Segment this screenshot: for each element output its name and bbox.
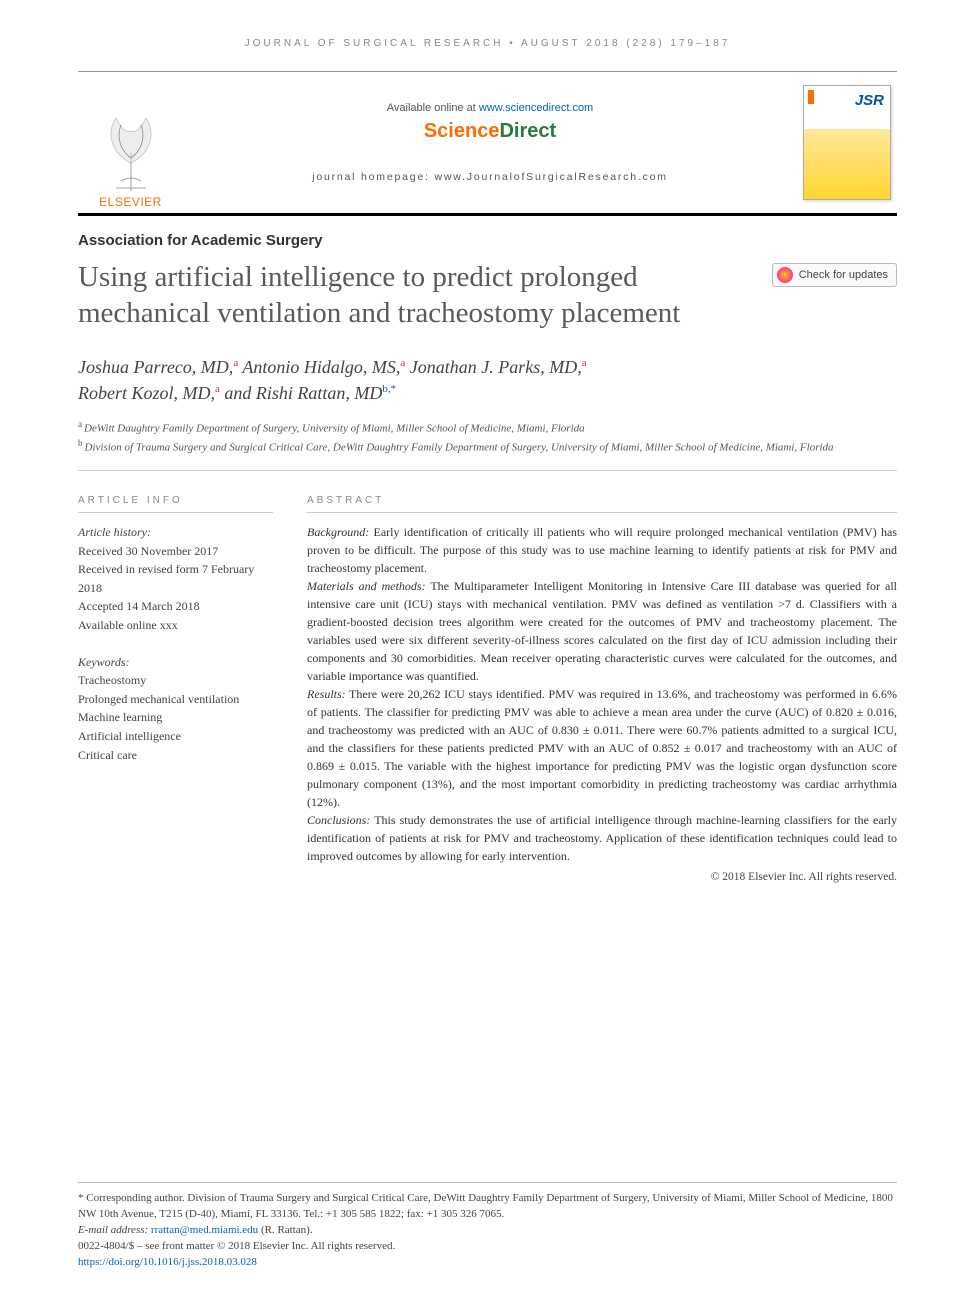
footnotes: * Corresponding author. Division of Trau…	[78, 1182, 897, 1271]
email-label: E-mail address:	[78, 1224, 151, 1236]
author: Antonio Hidalgo, MS,	[242, 357, 400, 377]
affiliation-a: aDeWitt Daughtry Family Department of Su…	[78, 418, 897, 437]
affil-sup: a	[215, 383, 220, 395]
abstract-heading: ABSTRACT	[307, 495, 897, 513]
email-line: E-mail address: rrattan@med.miami.edu (R…	[78, 1223, 897, 1239]
corresponding-author-note: * Corresponding author. Division of Trau…	[78, 1191, 897, 1223]
keyword: Artificial intelligence	[78, 727, 273, 746]
author-list: Joshua Parreco, MD,a Antonio Hidalgo, MS…	[78, 354, 897, 406]
results-label: Results:	[307, 687, 346, 701]
affiliations: aDeWitt Daughtry Family Department of Su…	[78, 418, 897, 471]
history-revised: Received in revised form 7 February 2018	[78, 560, 273, 597]
header-center: Available online at www.sciencedirect.co…	[183, 72, 797, 213]
journal-homepage-line: journal homepage: www.JournalofSurgicalR…	[312, 171, 668, 183]
history-accepted: Accepted 14 March 2018	[78, 597, 273, 616]
author: and Rishi Rattan, MD	[224, 383, 382, 403]
sciencedirect-logo: ScienceDirect	[424, 120, 556, 143]
conclusions-text: This study demonstrates the use of artif…	[307, 813, 897, 863]
sd-word-1: Science	[424, 120, 500, 142]
elsevier-tree-icon	[91, 103, 171, 193]
history-online: Available online xxx	[78, 616, 273, 635]
sd-word-2: Direct	[499, 120, 556, 142]
bg-text: Early identification of critically ill p…	[307, 525, 897, 575]
available-prefix: Available online at	[387, 102, 479, 114]
cover-abbrev: JSR	[855, 92, 884, 109]
available-online-line: Available online at www.sciencedirect.co…	[387, 102, 593, 114]
results-text: There were 20,262 ICU stays identified. …	[307, 687, 897, 809]
article-title: Using artificial intelligence to predict…	[78, 259, 752, 332]
cover-accent-bar	[808, 90, 814, 104]
history-received: Received 30 November 2017	[78, 542, 273, 561]
history-label: Article history:	[78, 523, 273, 542]
author: Jonathan J. Parks, MD,	[410, 357, 582, 377]
affil-sup: b,	[382, 383, 390, 395]
title-row: Using artificial intelligence to predict…	[78, 259, 897, 332]
abstract-copyright: © 2018 Elsevier Inc. All rights reserved…	[307, 871, 897, 883]
author: Joshua Parreco, MD,	[78, 357, 233, 377]
running-head: JOURNAL OF SURGICAL RESEARCH • AUGUST 20…	[78, 38, 897, 49]
author: Robert Kozol, MD,	[78, 383, 215, 403]
doi-link[interactable]: https://doi.org/10.1016/j.jss.2018.03.02…	[78, 1256, 257, 1268]
article-info-heading: ARTICLE INFO	[78, 495, 273, 513]
issn-line: 0022-4804/$ – see front matter © 2018 El…	[78, 1239, 897, 1255]
check-for-updates-button[interactable]: Check for updates	[772, 263, 897, 287]
methods-text: The Multiparameter Intelligent Monitorin…	[307, 579, 897, 683]
sciencedirect-link[interactable]: www.sciencedirect.com	[479, 102, 593, 114]
keyword: Tracheostomy	[78, 671, 273, 690]
publisher-name: ELSEVIER	[99, 195, 162, 209]
abstract-column: ABSTRACT Background: Early identificatio…	[307, 495, 897, 883]
affil-sup: a	[582, 357, 587, 369]
jsr-cover-image: JSR	[803, 85, 891, 200]
affil-sup: a	[400, 357, 405, 369]
bg-label: Background:	[307, 525, 369, 539]
article-history: Article history: Received 30 November 20…	[78, 523, 273, 635]
corresponding-email-link[interactable]: rrattan@med.miami.edu	[151, 1224, 258, 1236]
keyword: Prolonged mechanical ventilation	[78, 690, 273, 709]
info-abstract-columns: ARTICLE INFO Article history: Received 3…	[78, 495, 897, 883]
journal-cover-thumbnail: JSR	[797, 72, 897, 213]
affil-sup: a	[233, 357, 238, 369]
keyword: Critical care	[78, 746, 273, 765]
keywords-label: Keywords:	[78, 653, 273, 672]
journal-header: ELSEVIER Available online at www.science…	[78, 71, 897, 216]
keywords-block: Keywords: Tracheostomy Prolonged mechani…	[78, 653, 273, 765]
check-updates-label: Check for updates	[799, 269, 888, 281]
section-label: Association for Academic Surgery	[78, 232, 897, 249]
methods-label: Materials and methods:	[307, 579, 426, 593]
abstract-body: Background: Early identification of crit…	[307, 523, 897, 865]
affiliation-b: bDivision of Trauma Surgery and Surgical…	[78, 437, 897, 456]
conclusions-label: Conclusions:	[307, 813, 370, 827]
elsevier-logo: ELSEVIER	[78, 72, 183, 213]
keyword: Machine learning	[78, 708, 273, 727]
article-info-column: ARTICLE INFO Article history: Received 3…	[78, 495, 273, 883]
corresponding-star: *	[391, 383, 397, 395]
email-attrib: (R. Rattan).	[258, 1224, 312, 1236]
crossmark-icon	[777, 267, 793, 283]
